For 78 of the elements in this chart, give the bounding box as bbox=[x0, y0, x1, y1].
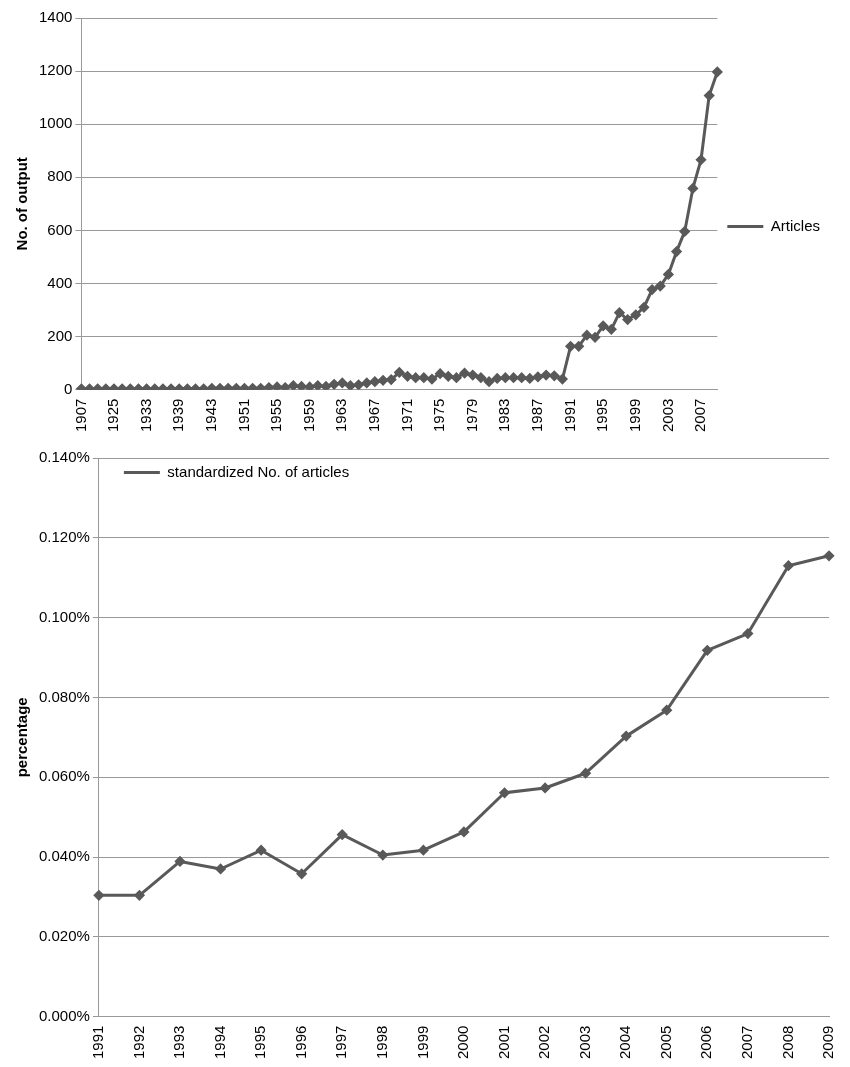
x-tick-label: 1996 bbox=[291, 1025, 309, 1060]
y-tick-label: 0.120% bbox=[39, 527, 90, 545]
y-tick-label: 0.040% bbox=[39, 847, 90, 865]
x-tick-label: 1933 bbox=[136, 398, 154, 433]
x-tick-label: 2003 bbox=[575, 1025, 593, 1060]
y-axis-title: No. of output bbox=[13, 157, 31, 251]
x-tick-label: 2003 bbox=[658, 398, 676, 433]
x-tick-label: 1971 bbox=[397, 398, 415, 433]
x-tick-label: 1925 bbox=[104, 398, 122, 433]
x-tick-label: 2000 bbox=[454, 1025, 472, 1060]
y-tick-label: 400 bbox=[47, 273, 73, 291]
x-tick-label: 1992 bbox=[129, 1025, 147, 1060]
x-tick-label: 1991 bbox=[560, 398, 578, 433]
y-tick-label: 0.100% bbox=[39, 607, 90, 625]
y-tick-label: 800 bbox=[47, 167, 73, 185]
x-tick-label: 1994 bbox=[210, 1025, 228, 1060]
x-tick-label: 1963 bbox=[332, 398, 350, 433]
legend-label: Articles bbox=[770, 216, 821, 234]
legend-label: standardized No. of articles bbox=[167, 462, 350, 480]
point bbox=[824, 550, 834, 561]
point bbox=[540, 782, 551, 793]
point bbox=[783, 560, 794, 571]
y-tick-label: 0.140% bbox=[39, 448, 90, 466]
x-tick-label: 1959 bbox=[299, 398, 317, 433]
point bbox=[256, 845, 267, 856]
point bbox=[377, 850, 388, 861]
x-tick-label: 2008 bbox=[778, 1025, 796, 1060]
x-tick-label: 1998 bbox=[372, 1025, 390, 1060]
y-tick-label: 1400 bbox=[38, 8, 73, 26]
point bbox=[742, 628, 753, 639]
x-tick-label: 1999 bbox=[625, 398, 643, 433]
y-axis-title: percentage bbox=[13, 697, 31, 778]
x-tick-label: 1979 bbox=[462, 398, 480, 433]
y-tick-label: 200 bbox=[47, 326, 73, 344]
x-tick-label: 1951 bbox=[234, 398, 252, 433]
x-tick-label: 1983 bbox=[495, 398, 513, 433]
point bbox=[296, 868, 307, 879]
point bbox=[702, 645, 713, 656]
y-tick-label: 600 bbox=[47, 220, 73, 238]
x-tick-label: 1995 bbox=[251, 1025, 269, 1060]
x-tick-label: 2002 bbox=[535, 1025, 553, 1060]
y-tick-label: 0.080% bbox=[39, 687, 90, 705]
x-tick-label: 1943 bbox=[201, 398, 219, 433]
point bbox=[499, 787, 510, 798]
y-tick-label: 1000 bbox=[38, 114, 73, 132]
x-tick-label: 2006 bbox=[697, 1025, 715, 1060]
x-tick-label: 1939 bbox=[169, 398, 187, 433]
point bbox=[93, 890, 104, 901]
x-tick-label: 1907 bbox=[71, 398, 89, 433]
point bbox=[215, 863, 226, 874]
point bbox=[458, 826, 469, 837]
x-tick-label: 1987 bbox=[528, 398, 546, 433]
point bbox=[580, 768, 591, 779]
x-tick-label: 2007 bbox=[738, 1025, 756, 1060]
x-tick-label: 1993 bbox=[170, 1025, 188, 1060]
x-tick-label: 2005 bbox=[656, 1025, 674, 1060]
y-tick-label: 1200 bbox=[38, 61, 73, 79]
point bbox=[621, 731, 632, 742]
point bbox=[175, 856, 185, 867]
x-tick-label: 1999 bbox=[413, 1025, 431, 1060]
y-tick-label: 0 bbox=[64, 379, 73, 397]
x-tick-label: 2007 bbox=[691, 398, 709, 433]
x-tick-label: 2001 bbox=[494, 1025, 512, 1060]
point bbox=[134, 890, 145, 901]
y-tick-label: 0.000% bbox=[39, 1006, 90, 1024]
x-tick-label: 2004 bbox=[616, 1025, 634, 1060]
point bbox=[661, 705, 672, 716]
x-tick-label: 1955 bbox=[267, 398, 285, 433]
x-tick-label: 1995 bbox=[593, 398, 611, 433]
y-tick-label: 0.020% bbox=[39, 926, 90, 944]
x-tick-label: 1997 bbox=[332, 1025, 350, 1060]
point bbox=[418, 845, 429, 856]
x-tick-label: 1967 bbox=[365, 398, 383, 433]
x-tick-label: 1991 bbox=[89, 1025, 107, 1060]
y-tick-label: 0.060% bbox=[39, 767, 90, 785]
x-tick-label: 2009 bbox=[819, 1025, 837, 1060]
x-tick-label: 1975 bbox=[430, 398, 448, 433]
point bbox=[337, 829, 348, 840]
